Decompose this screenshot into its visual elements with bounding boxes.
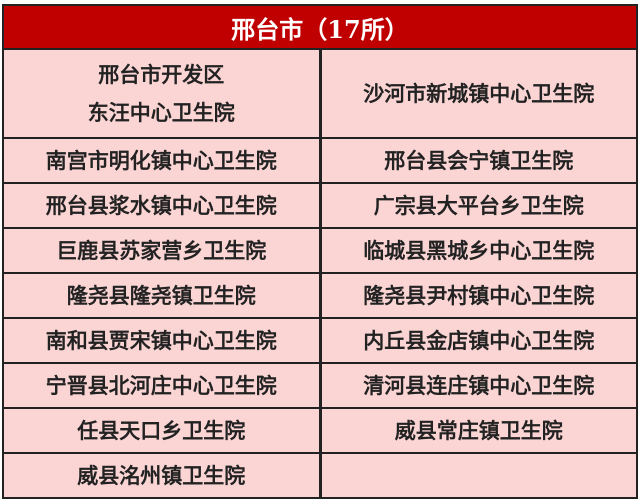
hospital-name: 邢台县会宁镇卫生院 [384, 147, 574, 173]
table-cell-left: 南和县贾宋镇中心卫生院 [4, 319, 319, 362]
hospital-name: 邢台市开发区 [98, 61, 225, 87]
hospital-name: 隆尧县尹村镇中心卫生院 [363, 282, 595, 308]
hospital-name: 临城县黑城乡中心卫生院 [363, 237, 595, 263]
hospital-name: 宁晋县北河庄中心卫生院 [45, 372, 277, 398]
table-row: 巨鹿县苏家营乡卫生院 临城县黑城乡中心卫生院 [4, 229, 636, 274]
table-cell-left: 邢台市开发区 东汪中心卫生院 [4, 50, 319, 137]
hospital-name: 威县常庄镇卫生院 [394, 417, 563, 443]
table-cell-right: 内丘县金店镇中心卫生院 [318, 319, 636, 362]
hospital-name: 任县天口乡卫生院 [77, 417, 246, 443]
table-cell-left: 任县天口乡卫生院 [4, 409, 319, 452]
table-cell-right: 广宗县大平台乡卫生院 [318, 184, 636, 227]
hospital-name: 沙河市新城镇中心卫生院 [363, 80, 595, 106]
table-cell-right: 清河县连庄镇中心卫生院 [318, 364, 636, 407]
hospital-name: 广宗县大平台乡卫生院 [373, 192, 584, 218]
hospital-name: 东汪中心卫生院 [87, 99, 235, 125]
hospital-name: 南和县贾宋镇中心卫生院 [45, 327, 277, 353]
hospital-name: 内丘县金店镇中心卫生院 [363, 327, 595, 353]
table-cell-left: 隆尧县隆尧镇卫生院 [4, 274, 319, 317]
hospital-table: 邢台市（17所） 邢台市开发区 东汪中心卫生院 沙河市新城镇中心卫生院南宫市明化镇中… [2, 4, 638, 499]
hospital-name: 邢台县浆水镇中心卫生院 [45, 192, 277, 218]
table-row: 隆尧县隆尧镇卫生院 隆尧县尹村镇中心卫生院 [4, 274, 636, 319]
table-title: 邢台市（17所） [4, 6, 636, 50]
hospital-name: 隆尧县隆尧镇卫生院 [66, 282, 256, 308]
hospital-name: 威县洺州镇卫生院 [77, 462, 246, 488]
hospital-name: 清河县连庄镇中心卫生院 [363, 372, 595, 398]
table-row: 邢台市开发区 东汪中心卫生院 沙河市新城镇中心卫生院 [4, 50, 636, 139]
table-row: 南宫市明化镇中心卫生院 邢台县会宁镇卫生院 [4, 139, 636, 184]
table-cell-right: 隆尧县尹村镇中心卫生院 [318, 274, 636, 317]
table-row: 任县天口乡卫生院 威县常庄镇卫生院 [4, 409, 636, 454]
table-cell-right: 沙河市新城镇中心卫生院 [318, 50, 636, 137]
table-row: 邢台县浆水镇中心卫生院 广宗县大平台乡卫生院 [4, 184, 636, 229]
table-cell-left: 宁晋县北河庄中心卫生院 [4, 364, 319, 407]
table-cell-left: 邢台县浆水镇中心卫生院 [4, 184, 319, 227]
table-cell-left: 巨鹿县苏家营乡卫生院 [4, 229, 319, 272]
hospital-name: 南宫市明化镇中心卫生院 [45, 147, 277, 173]
table-cell-right: 临城县黑城乡中心卫生院 [318, 229, 636, 272]
table-cell-right: 邢台县会宁镇卫生院 [318, 139, 636, 182]
table-cell-left: 威县洺州镇卫生院 [4, 454, 319, 497]
table-row: 宁晋县北河庄中心卫生院 清河县连庄镇中心卫生院 [4, 364, 636, 409]
hospital-name: 巨鹿县苏家营乡卫生院 [56, 237, 267, 263]
table-cell-left: 南宫市明化镇中心卫生院 [4, 139, 319, 182]
table-cell-right [318, 454, 636, 497]
table-row: 南和县贾宋镇中心卫生院 内丘县金店镇中心卫生院 [4, 319, 636, 364]
table-cell-right: 威县常庄镇卫生院 [318, 409, 636, 452]
table-row: 威县洺州镇卫生院 [4, 454, 636, 497]
